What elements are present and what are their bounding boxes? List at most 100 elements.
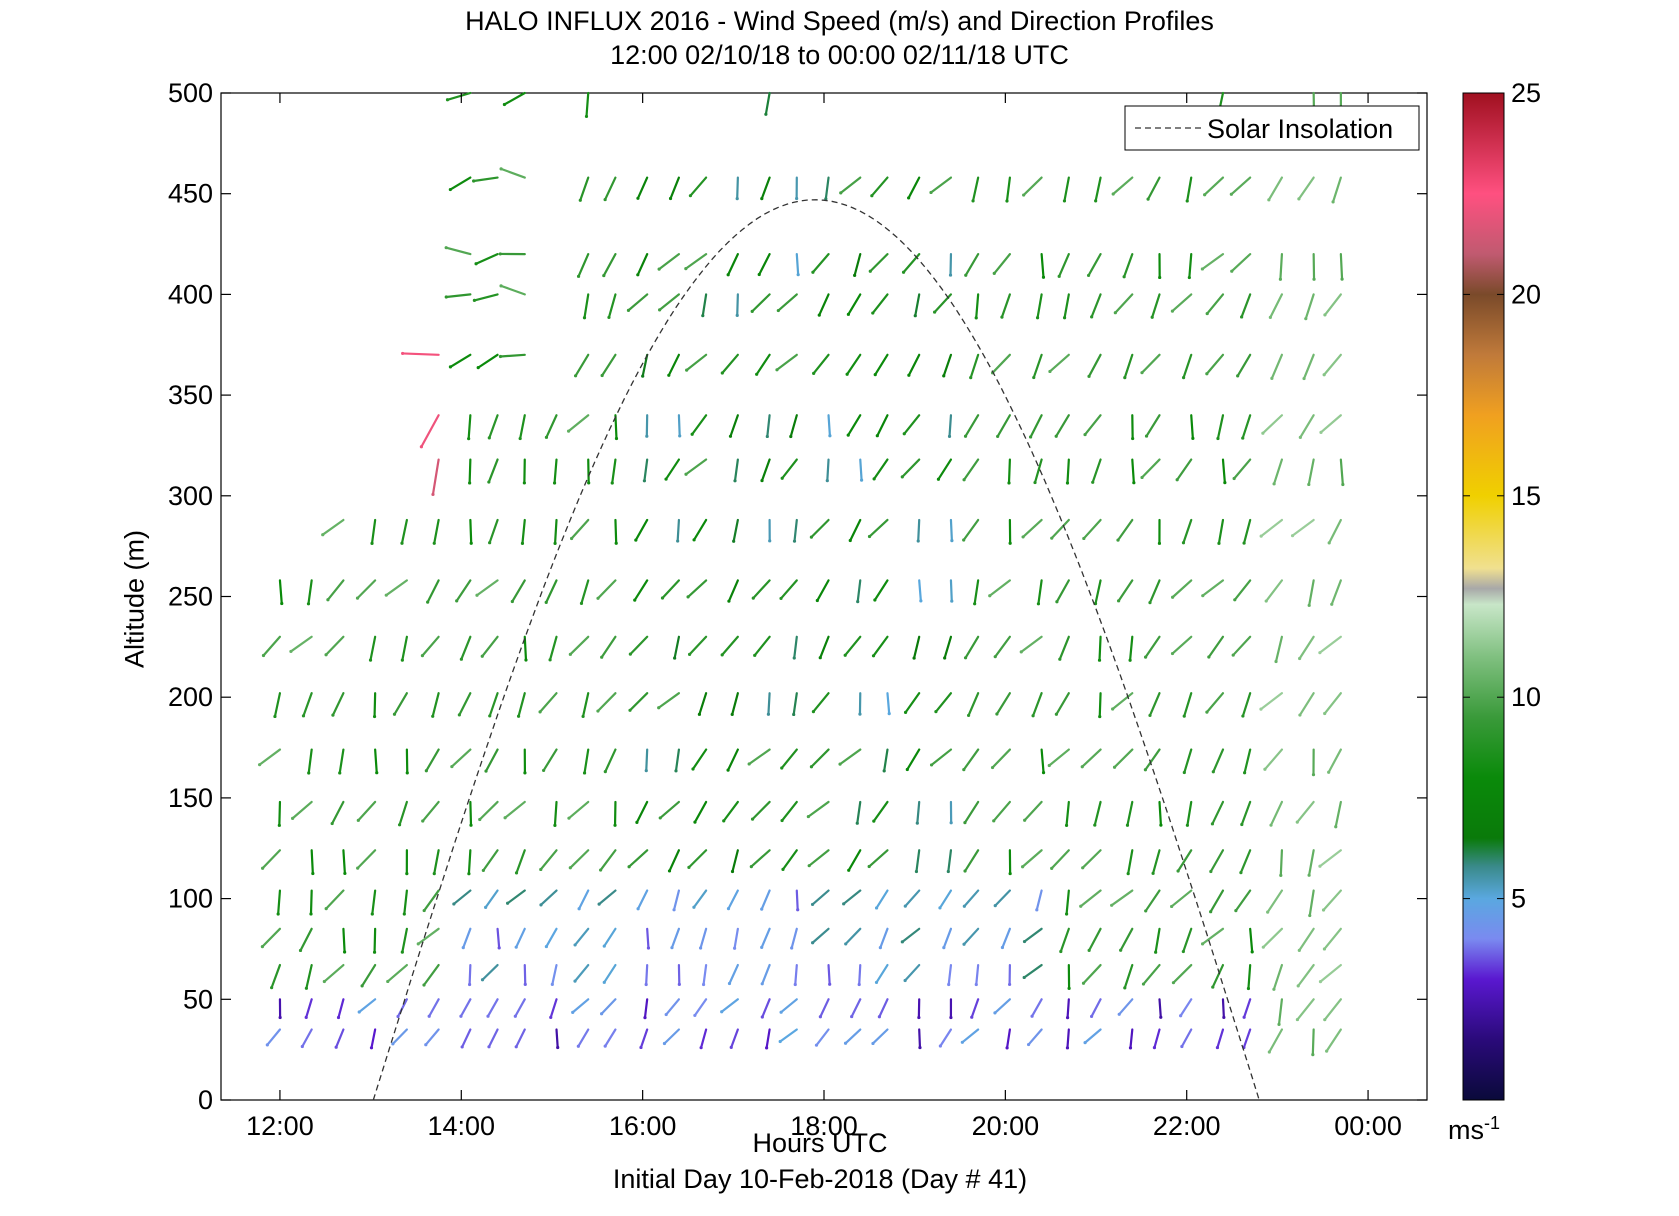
wind-arrow — [1216, 414, 1225, 440]
wind-arrow-head — [475, 593, 479, 597]
wind-arrow — [1179, 998, 1193, 1017]
wind-arrow — [1118, 998, 1134, 1016]
wind-arrow — [1144, 889, 1161, 913]
wind-arrow-head — [874, 980, 879, 985]
wind-arrow-head — [947, 982, 951, 987]
wind-arrow — [1211, 800, 1225, 825]
wind-arrow-head — [917, 1015, 921, 1020]
wind-arrow-head — [1176, 869, 1180, 873]
wind-arrow-head — [789, 434, 793, 439]
wind-arrow — [1188, 253, 1193, 279]
wind-arrow — [844, 635, 862, 657]
wind-arrow-head — [324, 907, 328, 911]
wind-arrow-head — [657, 706, 661, 710]
wind-arrow-head — [1154, 950, 1158, 954]
wind-arrow-head — [573, 374, 578, 378]
wind-arrow-head — [971, 199, 975, 203]
wind-arrow — [872, 800, 889, 823]
wind-arrow-head — [472, 298, 477, 302]
wind-arrow — [1127, 849, 1134, 875]
wind-arrow-head — [265, 1043, 269, 1047]
wind-arrow — [504, 800, 526, 819]
wind-arrow — [1323, 293, 1342, 317]
wind-arrow-head — [905, 767, 909, 772]
wind-arrow-head — [431, 714, 435, 718]
wind-arrow-head — [793, 982, 797, 987]
wind-arrow — [326, 579, 345, 601]
wind-arrow — [1262, 927, 1284, 949]
wind-arrow — [574, 353, 590, 377]
wind-arrow — [876, 414, 889, 437]
wind-arrow — [874, 353, 889, 376]
wind-arrow — [403, 889, 408, 916]
wind-arrow-head — [306, 602, 311, 606]
wind-arrow — [553, 518, 558, 545]
wind-arrow — [929, 176, 953, 194]
y-tick-label: 500 — [168, 78, 213, 108]
wind-arrow-head — [587, 481, 591, 485]
wind-arrow — [914, 293, 921, 317]
wind-arrow — [793, 635, 798, 660]
wind-arrow-head — [733, 479, 737, 483]
wind-arrow — [1098, 635, 1102, 662]
wind-arrow — [665, 998, 681, 1016]
wind-arrow — [728, 963, 739, 985]
wind-arrow-head — [817, 313, 821, 317]
wind-arrow-head — [1005, 1046, 1009, 1050]
wind-arrow-head — [942, 946, 946, 950]
wind-arrow — [766, 414, 771, 438]
wind-arrow-head — [1264, 599, 1268, 603]
wind-arrow — [869, 253, 889, 273]
wind-arrow — [431, 692, 440, 718]
wind-arrow — [1114, 293, 1134, 314]
wind-arrow-head — [567, 816, 571, 820]
wind-arrow-head — [1030, 1014, 1034, 1018]
wind-arrow-head — [692, 538, 696, 542]
wind-arrow-head — [1022, 975, 1026, 980]
wind-arrow-head — [1241, 436, 1245, 440]
wind-arrow — [542, 748, 558, 772]
wind-arrow — [760, 927, 771, 949]
wind-arrow-head — [452, 902, 456, 906]
wind-arrow — [1065, 889, 1070, 916]
wind-arrow-head — [720, 371, 724, 375]
wind-arrow — [396, 998, 408, 1018]
wind-arrow-head — [1054, 434, 1058, 438]
wind-arrow-head — [792, 656, 796, 660]
wind-arrow — [699, 927, 708, 950]
wind-arrow-head — [1111, 192, 1115, 196]
wind-arrow-head — [1123, 986, 1127, 990]
wind-arrow-head — [1086, 273, 1091, 278]
wind-arrow-head — [658, 308, 662, 312]
wind-arrow — [1318, 849, 1342, 868]
wind-arrow — [369, 635, 377, 662]
wind-arrow — [795, 253, 800, 276]
wind-arrow-head — [815, 598, 819, 603]
wind-arrow — [581, 692, 590, 718]
wind-arrow-head — [1123, 376, 1127, 380]
wind-arrow — [1277, 998, 1284, 1026]
wind-arrow — [1330, 579, 1342, 606]
wind-arrow — [760, 458, 771, 482]
wind-arrow-head — [497, 946, 501, 950]
wind-arrow — [517, 692, 526, 718]
wind-arrow — [878, 998, 889, 1018]
wind-arrow-head — [290, 816, 295, 820]
wind-arrow-head — [1200, 942, 1205, 946]
wind-arrow — [812, 692, 830, 713]
wind-arrow-head — [1087, 374, 1091, 378]
wind-arrow-head — [503, 816, 507, 820]
wind-arrow — [779, 579, 798, 600]
wind-arrow-head — [1297, 948, 1301, 952]
wind-arrow — [691, 414, 708, 436]
x-axis: 12:00 14:00 16:00 18:00 20:00 22:00 00:00 — [246, 93, 1402, 1141]
wind-arrow-head — [929, 763, 934, 767]
y-axis-label: Altitude (m) — [119, 529, 150, 669]
wind-arrow — [646, 927, 650, 950]
wind-arrow — [907, 353, 921, 377]
wind-arrow-head — [1058, 657, 1062, 661]
wind-arrow-head — [871, 654, 876, 658]
wind-arrow — [948, 414, 953, 438]
wind-arrow — [1082, 963, 1102, 985]
wind-arrow — [603, 963, 617, 984]
